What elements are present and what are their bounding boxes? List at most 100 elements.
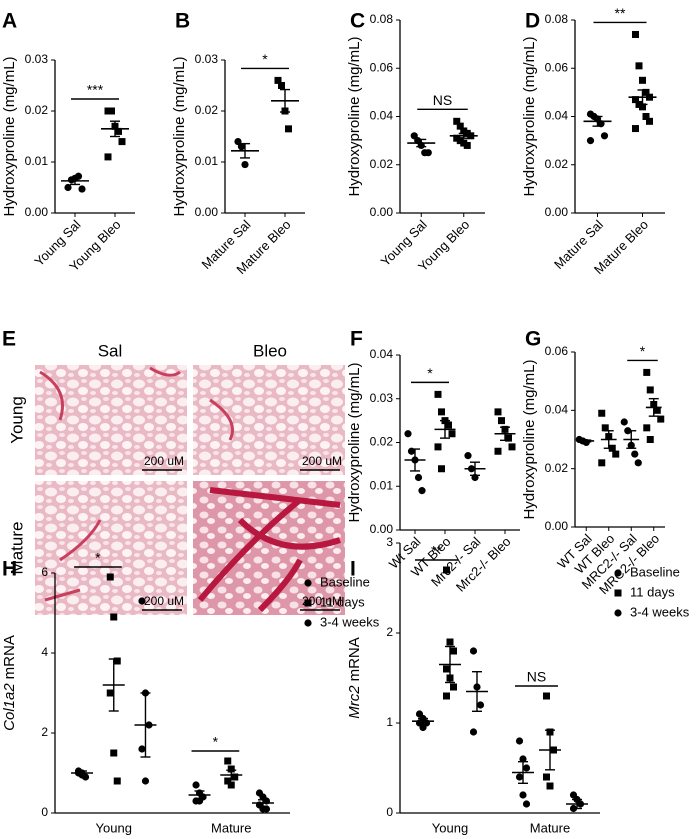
- y-tick-label: 1: [386, 715, 393, 729]
- significance-label: NS: [527, 669, 546, 685]
- y-tick-label: 0.02: [545, 461, 569, 475]
- panel-letter: F: [350, 328, 363, 351]
- data-point: [456, 122, 464, 130]
- data-point: [635, 62, 643, 70]
- y-tick-label: 0.02: [370, 157, 394, 171]
- y-tick-label: 0.01: [25, 154, 49, 168]
- y-axis-label: Hydroxyproline (mg/mL): [346, 362, 363, 522]
- y-tick-label: 0.03: [25, 52, 49, 66]
- y-tick-label: 0: [41, 805, 48, 819]
- data-point: [498, 417, 505, 425]
- legend-label: 3-4 weeks: [630, 604, 690, 619]
- y-tick-label: 0.00: [545, 205, 569, 219]
- y-tick-label: 0.00: [25, 205, 49, 219]
- data-point: [515, 773, 524, 781]
- legend-marker: [304, 579, 312, 587]
- data-point: [448, 430, 456, 438]
- data-point: [113, 657, 121, 665]
- legend-label: 3-4 weeks: [320, 614, 380, 629]
- legend-marker: [304, 619, 312, 627]
- data-point: [463, 141, 471, 149]
- y-tick-label: 0.06: [370, 60, 394, 74]
- data-point: [106, 689, 114, 697]
- y-tick-label: 0.01: [370, 478, 394, 492]
- data-point: [464, 452, 472, 460]
- data-point: [138, 745, 146, 753]
- data-point: [639, 76, 646, 84]
- data-point: [515, 737, 524, 745]
- data-point: [241, 160, 249, 169]
- data-point: [632, 30, 639, 38]
- data-point: [237, 143, 246, 151]
- y-tick-label: 0.00: [370, 522, 394, 536]
- panel-letter: D: [525, 10, 540, 33]
- data-point: [118, 138, 126, 146]
- vessel: [39, 366, 234, 602]
- data-point: [231, 773, 239, 781]
- data-point: [543, 692, 550, 700]
- panel-letter: A: [2, 10, 17, 33]
- data-point: [598, 459, 606, 467]
- significance-label: *: [427, 365, 433, 381]
- x-tick-label: Mature: [211, 820, 251, 835]
- data-point: [469, 728, 478, 736]
- x-tick-label: Young: [96, 820, 132, 835]
- y-tick-label: 2: [41, 725, 48, 739]
- data-point: [646, 117, 653, 125]
- y-axis-label-gene: Col1a2: [1, 683, 18, 731]
- y-tick-label: 0.04: [370, 347, 394, 361]
- y-tick-label: 0.04: [370, 109, 394, 123]
- y-axis-label: Hydroxyproline (mg/mL): [521, 359, 538, 519]
- y-axis-label-unit: mRNA: [346, 637, 363, 681]
- y-tick-label: 0.00: [545, 519, 569, 533]
- x-tick-label: Mature: [530, 820, 570, 835]
- legend-label: Baseline: [630, 564, 680, 579]
- y-axis-label-unit: mRNA: [1, 635, 18, 679]
- y-tick-label: 0.04: [545, 109, 569, 123]
- y-tick-label: 0.06: [545, 344, 569, 358]
- data-point: [227, 765, 235, 773]
- y-tick-label: 4: [41, 645, 48, 659]
- legend-marker: [614, 609, 622, 617]
- fibrosis: [197, 487, 341, 613]
- x-tick-label: Young: [432, 820, 468, 835]
- data-point: [642, 113, 650, 120]
- data-point: [443, 692, 450, 700]
- data-point: [631, 450, 639, 458]
- column-label: Sal: [98, 341, 123, 360]
- y-axis-label: Hydroxyproline (mg/mL): [346, 36, 363, 196]
- y-tick-label: 3: [386, 535, 393, 549]
- panel-letter: B: [175, 10, 190, 33]
- data-point: [443, 566, 450, 574]
- data-point: [419, 723, 427, 732]
- data-point: [522, 764, 531, 772]
- significance-label: ***: [87, 82, 104, 98]
- data-point: [453, 117, 461, 125]
- y-tick-label: 0.08: [370, 12, 394, 26]
- significance-label: *: [95, 550, 101, 566]
- data-point: [494, 408, 502, 416]
- data-point: [434, 443, 442, 451]
- y-axis-label: Mrc2 mRNA: [346, 637, 363, 719]
- row-label: Mature: [7, 522, 26, 575]
- data-point: [632, 96, 639, 104]
- data-point: [434, 390, 442, 398]
- panel-letter: I: [350, 558, 356, 581]
- micrograph: [193, 365, 345, 475]
- data-point: [438, 408, 445, 416]
- significance-label: **: [615, 5, 626, 21]
- scale-label: 200 uM: [302, 594, 342, 608]
- data-point: [639, 103, 646, 111]
- legend-marker: [614, 589, 622, 597]
- data-point: [113, 777, 121, 785]
- scale-label: 200 uM: [144, 454, 184, 468]
- data-point: [450, 683, 457, 691]
- data-point: [404, 430, 412, 438]
- data-point: [519, 755, 527, 763]
- y-tick-label: 0.06: [545, 60, 569, 74]
- data-point: [108, 107, 115, 115]
- legend-label: Baseline: [320, 574, 370, 589]
